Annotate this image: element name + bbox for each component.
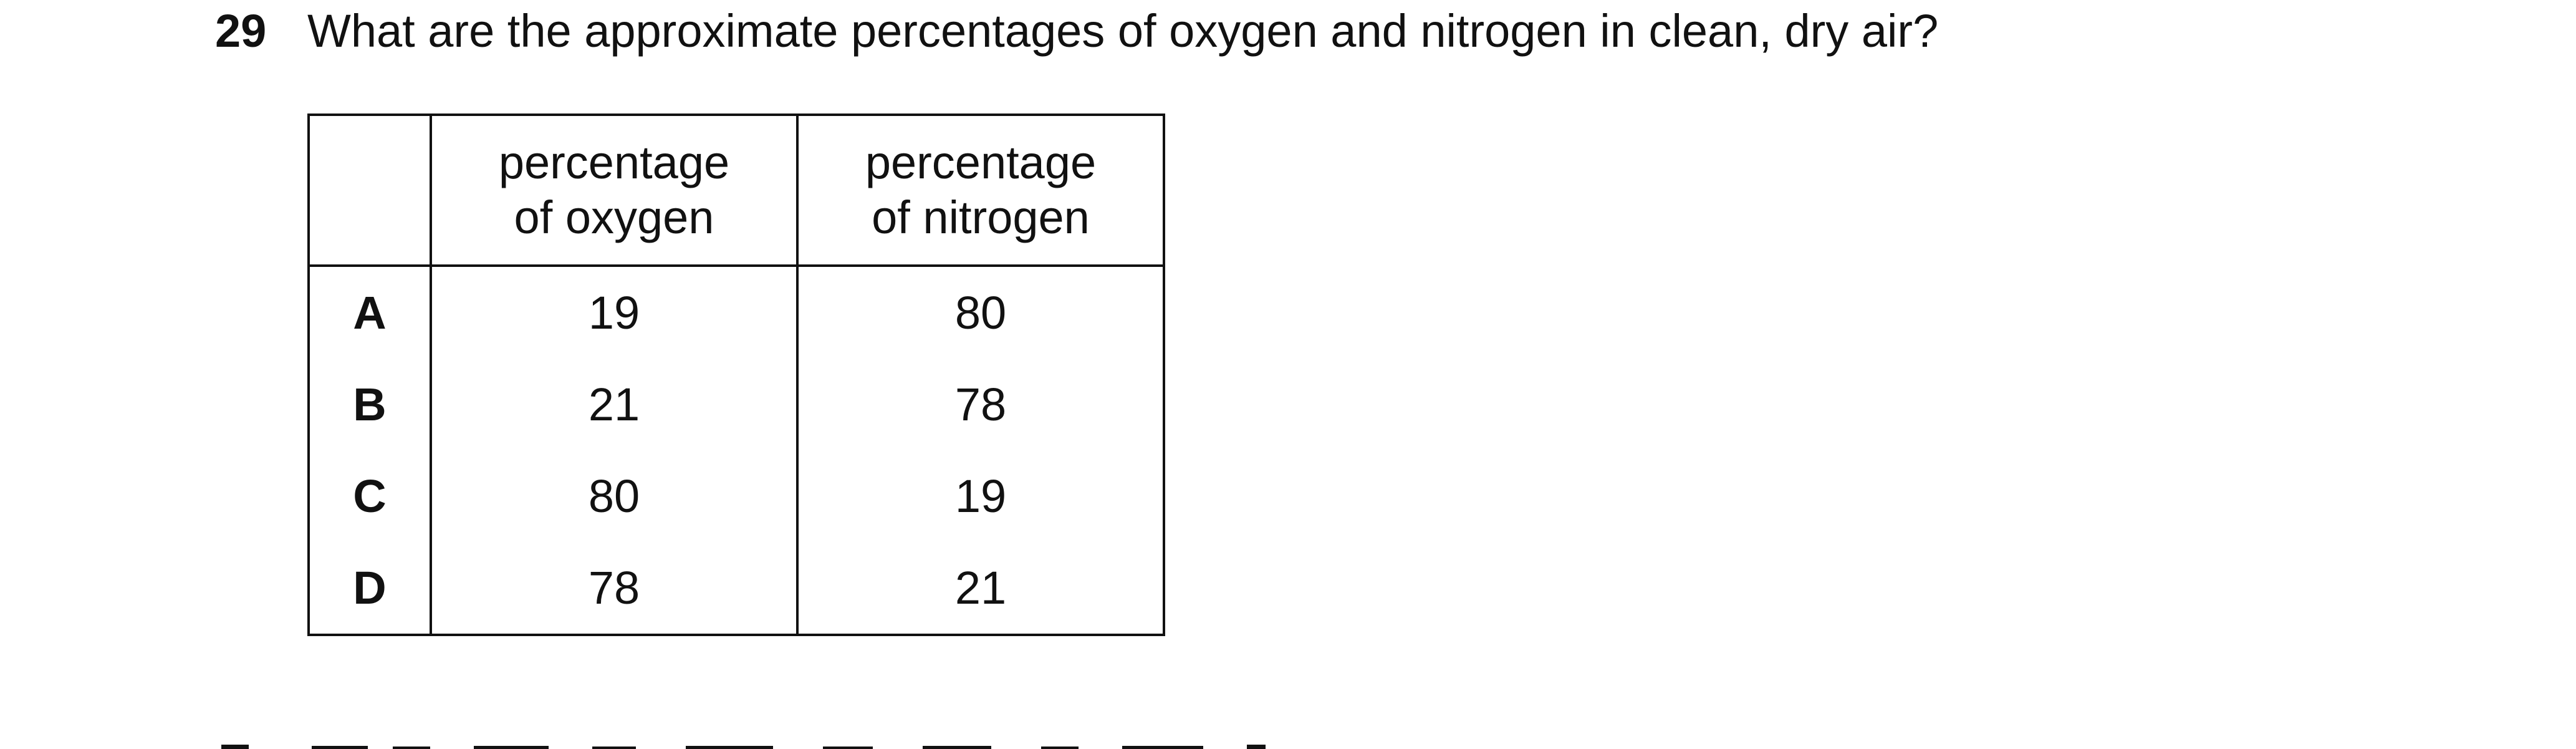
- cut-off-next-question: [212, 741, 1459, 749]
- oxygen-value: 21: [430, 359, 799, 450]
- question-number: 29: [215, 5, 267, 57]
- cut-off-text-fragment: [221, 745, 1266, 749]
- table-header-row: percentage of oxygen percentage of nitro…: [307, 114, 1165, 267]
- question-text: What are the approximate percentages of …: [307, 5, 1939, 57]
- nitrogen-value: 78: [796, 359, 1165, 450]
- option-key: C: [307, 450, 432, 542]
- nitrogen-value: 80: [796, 266, 1165, 359]
- oxygen-value: 80: [430, 450, 799, 542]
- oxygen-value: 19: [430, 266, 799, 359]
- header-key-cell: [307, 114, 432, 267]
- oxygen-value: 78: [430, 542, 799, 636]
- header-nitrogen-cell: percentage of nitrogen: [796, 114, 1165, 267]
- table-row-a: A 19 80: [307, 266, 1165, 359]
- header-oxygen-cell: percentage of oxygen: [430, 114, 799, 267]
- header-oxygen-line1: percentage: [498, 137, 730, 188]
- table-row-b: B 21 78: [307, 359, 1165, 450]
- option-key: A: [307, 266, 432, 359]
- header-nitrogen-line2: of nitrogen: [872, 191, 1090, 243]
- header-nitrogen-line1: percentage: [865, 137, 1097, 188]
- option-key: B: [307, 359, 432, 450]
- header-oxygen-line2: of oxygen: [514, 191, 714, 243]
- table-row-d: D 78 21: [307, 542, 1165, 636]
- table-row-c: C 80 19: [307, 450, 1165, 542]
- answer-options-table: percentage of oxygen percentage of nitro…: [307, 114, 1165, 636]
- nitrogen-value: 21: [796, 542, 1165, 636]
- nitrogen-value: 19: [796, 450, 1165, 542]
- question-line: 29 What are the approximate percentages …: [215, 2, 1938, 60]
- option-key: D: [307, 542, 432, 636]
